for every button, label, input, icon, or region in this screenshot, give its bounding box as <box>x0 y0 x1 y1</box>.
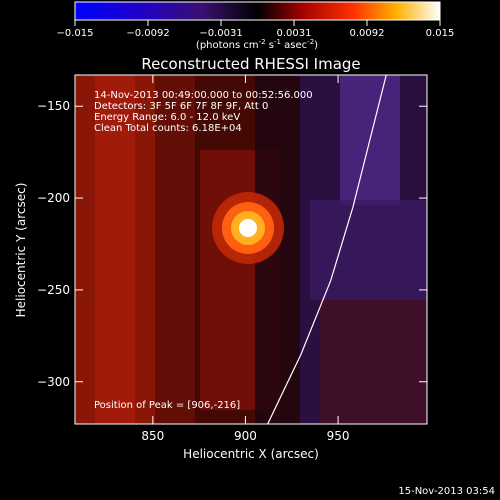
observation-info: 14-Nov-2013 00:49:00.000 to 00:52:56.000… <box>94 90 313 134</box>
y-axis-label: Heliocentric Y (arcsec) <box>14 183 28 318</box>
info-line-time: 14-Nov-2013 00:49:00.000 to 00:52:56.000 <box>94 90 313 101</box>
colorbar-tick-label: 0.0092 <box>350 28 385 39</box>
solar-limb-curve <box>267 75 387 424</box>
colorbar-tick-label: 0.015 <box>426 28 455 39</box>
peak-position-text: Position of Peak = [906,-216] <box>94 400 240 411</box>
colorbar-tick-label: −0.0092 <box>126 28 169 39</box>
colorbar-gradient <box>74 1 441 21</box>
peak-core <box>239 219 257 237</box>
x-tick-label: 950 <box>327 429 350 443</box>
x-axis-label: Heliocentric X (arcsec) <box>183 447 319 461</box>
y-tick-label: −200 <box>37 191 70 205</box>
plot-frame <box>74 74 428 425</box>
colorbar-unit-label: (photons cm-2 s-1 asec-2) <box>196 38 318 51</box>
colorbar-tick-label: 0.0031 <box>277 28 312 39</box>
y-tick-label: −150 <box>37 99 70 113</box>
plot-title: Reconstructed RHESSI Image <box>141 55 360 73</box>
footer-timestamp: 15-Nov-2013 03:54 <box>398 486 495 497</box>
heatmap-image <box>75 75 427 424</box>
x-tick-label: 850 <box>141 429 164 443</box>
x-tick-label: 900 <box>234 429 257 443</box>
colorbar-tick-label: −0.015 <box>56 28 93 39</box>
info-line-energy: Energy Range: 6.0 - 12.0 keV <box>94 112 240 123</box>
info-line-detectors: Detectors: 3F 5F 6F 7F 8F 9F, Att 0 <box>94 101 268 112</box>
y-tick-label: −250 <box>37 283 70 297</box>
info-line-counts: Clean Total counts: 6.18E+04 <box>94 123 242 134</box>
colorbar: −0.015 −0.0092 −0.0031 0.0031 0.0092 0.015 (p… <box>56 1 455 51</box>
axis-ticks: 850 900 950 −150 −200 −250 −300 <box>37 75 427 443</box>
y-tick-label: −300 <box>37 375 70 389</box>
colorbar-tick-label: −0.0031 <box>199 28 242 39</box>
